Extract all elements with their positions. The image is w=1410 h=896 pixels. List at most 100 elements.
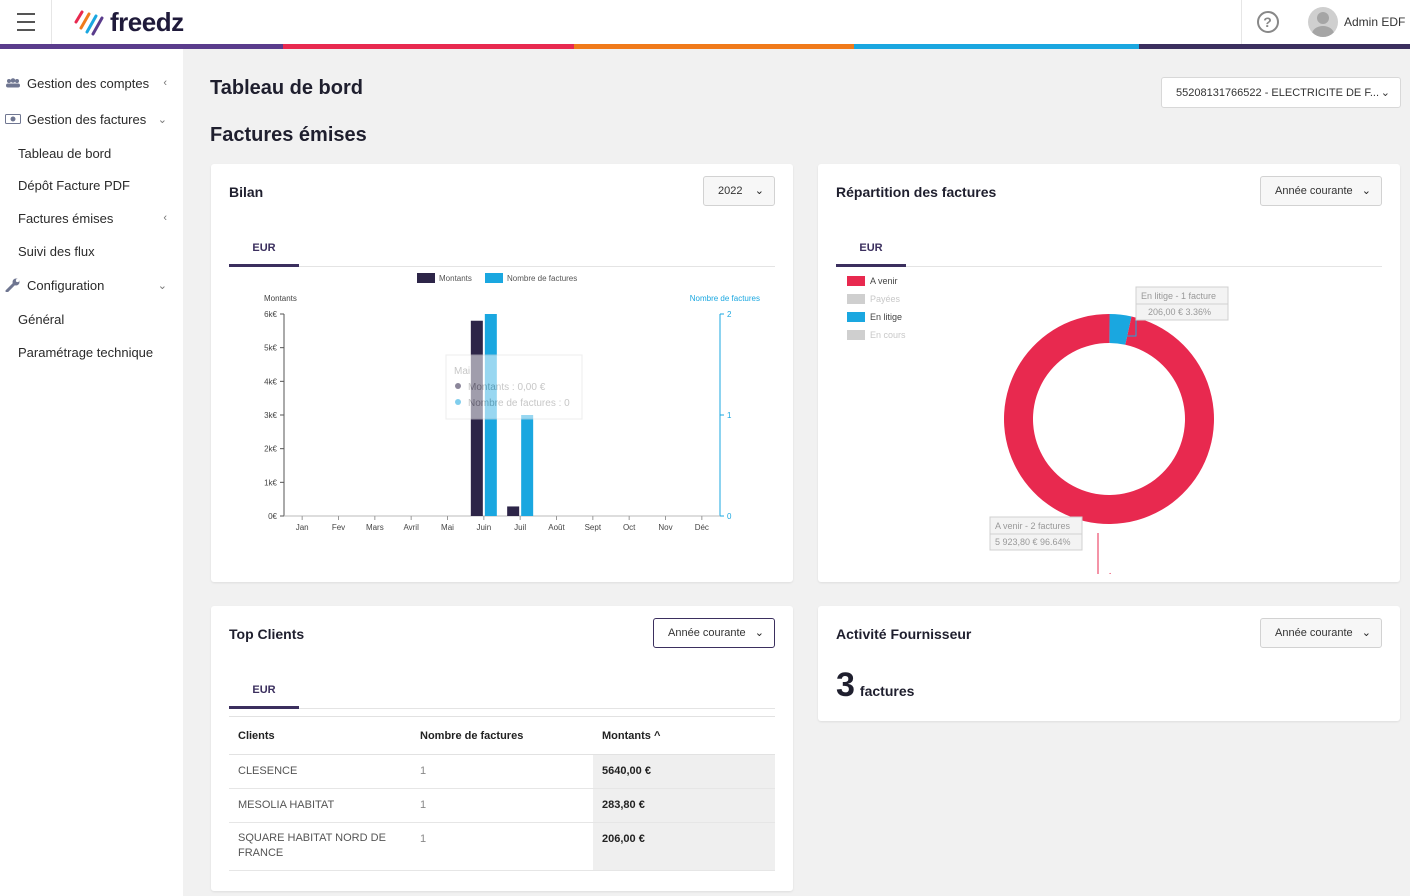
pie-legend: A venir Payées En litige En cours bbox=[847, 272, 906, 344]
table-header-row: Clients Nombre de factures Montants ^ bbox=[229, 716, 775, 755]
legend-item-a-venir[interactable]: A venir bbox=[847, 272, 906, 290]
sidebar-item-depot-pdf[interactable]: Dépôt Facture PDF bbox=[0, 171, 183, 199]
legend-item-payées[interactable]: Payées bbox=[847, 290, 906, 308]
year-select[interactable]: 2022 ⌄ bbox=[703, 176, 775, 206]
top-clients-period-select[interactable]: Année courante ⌄ bbox=[653, 618, 775, 648]
section-title: Factures émises bbox=[210, 124, 367, 146]
col-nombre[interactable]: Nombre de factures bbox=[411, 716, 593, 755]
period-select-value: Année courante bbox=[1275, 185, 1353, 197]
sidebar-item-gestion-factures[interactable]: Gestion des factures ⌄ bbox=[0, 105, 183, 133]
cell-client: SQUARE HABITAT NORD DE FRANCE bbox=[229, 822, 411, 871]
currency-tabs: EUR bbox=[836, 231, 1382, 267]
legend-label: En litige bbox=[870, 312, 903, 322]
users-icon bbox=[5, 77, 21, 89]
left-axis-title: Montants bbox=[264, 294, 297, 303]
cell-client: MESOLIA HABITAT bbox=[229, 788, 411, 823]
tooltip-montants: Montants : 0,00 € bbox=[468, 382, 546, 393]
chevron-down-icon: ⌄ bbox=[1361, 627, 1371, 639]
company-select[interactable]: 55208131766522 - ELECTRICITE DE F... ⌄ bbox=[1161, 77, 1401, 108]
x-tick-label: Fev bbox=[332, 523, 345, 532]
sidebar-item-label: Paramétrage technique bbox=[18, 344, 154, 360]
legend-swatch-nombre[interactable] bbox=[485, 273, 503, 283]
chevron-down-icon: ⌄ bbox=[157, 279, 167, 292]
sidebar-item-factures-emises[interactable]: Factures émises ‹ bbox=[0, 204, 183, 232]
left-tick-label: 2k€ bbox=[264, 445, 277, 454]
legend-swatch-montants[interactable] bbox=[417, 273, 435, 283]
table-row[interactable]: MESOLIA HABITAT 1 283,80 € bbox=[229, 788, 775, 823]
sidebar-item-label: Tableau de bord bbox=[18, 145, 112, 161]
freedz-logo[interactable]: freedz bbox=[72, 6, 184, 38]
year-select-value: 2022 bbox=[718, 185, 743, 197]
tooltip-dot-montants bbox=[455, 383, 461, 389]
sidebar-item-general[interactable]: Général bbox=[0, 305, 183, 333]
col-montants[interactable]: Montants ^ bbox=[593, 716, 775, 755]
top-clients-period-value: Année courante bbox=[668, 627, 746, 639]
tab-eur[interactable]: EUR bbox=[229, 231, 299, 267]
hamburger-menu-button[interactable] bbox=[0, 0, 52, 44]
x-tick-label: Sept bbox=[585, 523, 602, 532]
left-tick-label: 1k€ bbox=[264, 478, 277, 487]
legend-label: Payées bbox=[870, 294, 901, 304]
sidebar-item-label: Suivi des flux bbox=[18, 243, 95, 259]
legend-label-montants: Montants bbox=[439, 274, 472, 283]
repartition-chart: En litige - 1 facture 206,00 € 3.36% A v… bbox=[989, 286, 1229, 574]
chevron-down-icon: ⌄ bbox=[1361, 185, 1371, 197]
legend-item-en-cours[interactable]: En cours bbox=[847, 326, 906, 344]
top-clients-title: Top Clients bbox=[229, 626, 305, 642]
sidebar-item-label: Gestion des factures bbox=[27, 111, 147, 127]
bilan-card: Bilan 2022 ⌄ EUR Montants Nombre de fact… bbox=[211, 164, 793, 582]
period-select[interactable]: Année courante ⌄ bbox=[1260, 176, 1382, 206]
legend-item-en-litige[interactable]: En litige bbox=[847, 308, 906, 326]
label-a-venir-line1: A venir - 2 factures bbox=[995, 521, 1071, 531]
label-en-litige-line1: En litige - 1 facture bbox=[1141, 291, 1216, 301]
table-row[interactable]: SQUARE HABITAT NORD DE FRANCE 1 206,00 € bbox=[229, 822, 775, 871]
cell-count: 1 bbox=[411, 788, 593, 823]
top-bar: freedz ? Admin EDF bbox=[0, 0, 1410, 44]
donut-plot bbox=[1004, 314, 1214, 524]
donut-slice-a-venir[interactable] bbox=[1004, 314, 1214, 524]
legend-swatch bbox=[847, 330, 865, 340]
repartition-title: Répartition des factures bbox=[836, 184, 997, 200]
user-menu[interactable]: Admin EDF bbox=[1308, 7, 1405, 37]
avatar bbox=[1308, 7, 1338, 37]
sidebar-item-label: Configuration bbox=[27, 277, 105, 293]
repartition-card: Répartition des factures Année courante … bbox=[818, 164, 1400, 582]
label-a-venir-line2: 5 923,80 € 96.64% bbox=[995, 537, 1071, 547]
col-clients[interactable]: Clients bbox=[229, 716, 411, 755]
donut-slice-en-litige[interactable] bbox=[1109, 314, 1132, 345]
sidebar-item-parametrage[interactable]: Paramétrage technique bbox=[0, 338, 183, 366]
currency-tabs: EUR bbox=[229, 673, 775, 709]
cell-client: CLESENCE bbox=[229, 754, 411, 789]
tab-eur[interactable]: EUR bbox=[836, 231, 906, 267]
brand-color-bar bbox=[0, 44, 1410, 49]
label-en-litige-line2: 206,00 € 3.36% bbox=[1148, 307, 1211, 317]
cell-count: 1 bbox=[411, 754, 593, 789]
left-tick-label: 4k€ bbox=[264, 377, 277, 386]
x-tick-label: Oct bbox=[623, 523, 636, 532]
help-button[interactable]: ? bbox=[1241, 0, 1293, 44]
x-tick-label: Déc bbox=[695, 523, 709, 532]
sidebar-item-tableau-de-bord[interactable]: Tableau de bord bbox=[0, 139, 183, 167]
left-tick-label: 6k€ bbox=[264, 310, 277, 319]
freedz-logo-icon bbox=[74, 10, 104, 36]
sidebar-item-label: Général bbox=[18, 311, 65, 327]
chevron-left-icon: ‹ bbox=[163, 212, 167, 224]
sidebar: Gestion des comptes ‹ Gestion des factur… bbox=[0, 49, 183, 896]
wrench-icon bbox=[5, 278, 21, 292]
user-name: Admin EDF bbox=[1344, 15, 1406, 29]
cell-amount: 206,00 € bbox=[593, 822, 775, 871]
table-row[interactable]: CLESENCE 1 5640,00 € bbox=[229, 754, 775, 789]
sidebar-item-configuration[interactable]: Configuration ⌄ bbox=[0, 271, 183, 299]
bar-montants-juil[interactable] bbox=[507, 506, 520, 516]
left-tick-label: 3k€ bbox=[264, 411, 277, 420]
currency-tabs: EUR bbox=[229, 231, 775, 267]
legend-label-nombre: Nombre de factures bbox=[507, 274, 577, 283]
top-clients-card: Top Clients Année courante ⌄ EUR Clients… bbox=[211, 606, 793, 891]
invoice-count-unit: factures bbox=[859, 683, 915, 699]
bar-nombre-juil[interactable] bbox=[521, 415, 534, 516]
sidebar-item-gestion-comptes[interactable]: Gestion des comptes ‹ bbox=[0, 69, 183, 97]
tab-eur[interactable]: EUR bbox=[229, 673, 299, 709]
bilan-title: Bilan bbox=[229, 184, 264, 200]
activite-period-select[interactable]: Année courante ⌄ bbox=[1260, 618, 1382, 648]
sidebar-item-suivi-flux[interactable]: Suivi des flux bbox=[0, 237, 183, 265]
